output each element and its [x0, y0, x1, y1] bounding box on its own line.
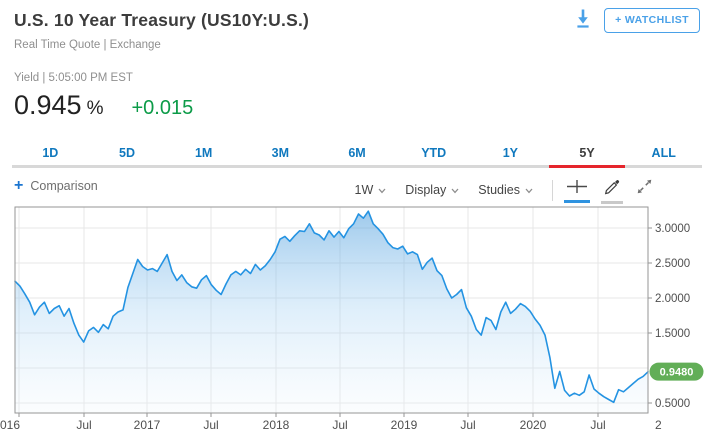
- x-axis-label: 2018: [263, 418, 290, 432]
- comparison-button[interactable]: + Comparison: [14, 177, 98, 194]
- chart-toolbar: + Comparison 1W Display Studies: [0, 176, 710, 204]
- add-watchlist-button[interactable]: + WATCHLIST: [604, 8, 700, 33]
- tab-5y[interactable]: 5Y: [548, 143, 626, 168]
- chevron-down-icon: [451, 181, 459, 199]
- plot-border: [14, 206, 649, 414]
- tab-1y[interactable]: 1Y: [502, 146, 519, 160]
- quote-value: 0.945: [14, 90, 82, 120]
- quote-change: +0.015: [131, 97, 194, 119]
- quote-source: Real Time Quote | Exchange: [14, 39, 161, 51]
- y-axis-label: 0.5000: [655, 398, 690, 410]
- draw-tool-button[interactable]: [601, 176, 623, 204]
- x-axis-label: 2020: [520, 418, 547, 432]
- x-axis-label: 016: [0, 418, 20, 432]
- x-axis-label: 2019: [391, 418, 418, 432]
- tab-5d[interactable]: 5D: [119, 146, 135, 160]
- tab-1d[interactable]: 1D: [42, 146, 59, 160]
- x-axis-label: Jul: [332, 418, 347, 432]
- y-axis: 3.0000 2.5000 2.0000 1.5000 0.5000: [648, 223, 690, 410]
- plus-icon: +: [14, 177, 24, 194]
- last-price-label: 0.9480: [660, 367, 694, 379]
- x-axis: 016 Jul 2017 Jul 2018 Jul 2019 Jul 2020 Jul 2: [0, 413, 662, 432]
- last-price-badge: 0.9480: [649, 362, 704, 381]
- display-label: Display: [405, 183, 447, 197]
- price-chart-svg: 3.0000 2.5000 2.0000 1.5000 0.5000 016 Jul 2017…: [0, 206, 704, 432]
- tab-1m[interactable]: 1M: [194, 146, 213, 160]
- display-dropdown[interactable]: Display: [405, 181, 459, 199]
- tab-ytd[interactable]: YTD: [421, 146, 447, 160]
- download-button[interactable]: [575, 8, 591, 33]
- y-axis-label: 2.0000: [655, 293, 690, 305]
- chevron-down-icon: [378, 181, 386, 199]
- crosshair-tool-button[interactable]: [564, 177, 590, 203]
- tab-6m[interactable]: 6M: [348, 146, 366, 160]
- area-fill: [15, 211, 648, 413]
- comparison-label: Comparison: [30, 179, 98, 193]
- interval-label: 1W: [354, 183, 374, 197]
- x-axis-label: Jul: [203, 418, 218, 432]
- quote-price-row: 0.945 % +0.015: [14, 90, 193, 121]
- chart-tools: 1W Display Studies: [355, 176, 654, 204]
- toolbar-divider: [552, 179, 553, 201]
- range-tabs: 1D 5D 1M 3M 6M YTD 1Y 5Y ALL: [12, 143, 702, 168]
- quote-unit: %: [86, 98, 104, 119]
- page-title: U.S. 10 Year Treasury (US10Y:U.S.): [14, 10, 310, 30]
- studies-label: Studies: [478, 183, 520, 197]
- x-axis-label: 2: [655, 418, 662, 432]
- crosshair-icon: [566, 179, 588, 197]
- chevron-down-icon: [525, 181, 533, 199]
- price-line: [14, 210, 649, 404]
- fullscreen-button[interactable]: [635, 176, 654, 204]
- y-axis-label: 2.5000: [655, 258, 690, 270]
- x-axis-label: 2017: [134, 418, 161, 432]
- expand-icon: [636, 178, 653, 198]
- download-icon: [575, 8, 591, 33]
- header-actions: + WATCHLIST: [575, 8, 700, 33]
- x-axis-label: Jul: [590, 418, 605, 432]
- pencil-icon: [603, 178, 621, 198]
- tab-3m[interactable]: 3M: [271, 146, 290, 160]
- price-chart[interactable]: 3.0000 2.5000 2.0000 1.5000 0.5000 016 Jul 2017…: [0, 202, 710, 446]
- studies-dropdown[interactable]: Studies: [478, 181, 533, 199]
- tab-all[interactable]: ALL: [651, 146, 676, 160]
- quote-timestamp: Yield | 5:05:00 PM EST: [14, 72, 133, 84]
- y-axis-label: 3.0000: [655, 223, 690, 235]
- interval-dropdown[interactable]: 1W: [355, 181, 387, 199]
- x-axis-label: Jul: [76, 418, 91, 432]
- x-axis-label: Jul: [460, 418, 475, 432]
- y-axis-label: 1.5000: [655, 328, 690, 340]
